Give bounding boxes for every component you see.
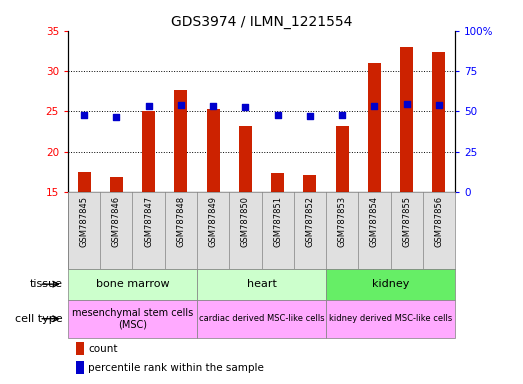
Point bbox=[144, 103, 153, 109]
Point bbox=[435, 102, 443, 108]
Bar bbox=[110, 177, 123, 192]
Text: GSM787847: GSM787847 bbox=[144, 196, 153, 247]
Text: GSM787854: GSM787854 bbox=[370, 196, 379, 247]
Text: cell type: cell type bbox=[15, 314, 63, 324]
Bar bbox=[239, 126, 252, 192]
Bar bbox=[400, 47, 413, 192]
Text: GSM787846: GSM787846 bbox=[112, 196, 121, 247]
Text: GSM787856: GSM787856 bbox=[435, 196, 444, 247]
Text: GSM787849: GSM787849 bbox=[209, 196, 218, 247]
Bar bbox=[303, 175, 316, 192]
Bar bbox=[68, 300, 197, 338]
Text: GSM787855: GSM787855 bbox=[402, 196, 411, 247]
Bar bbox=[207, 109, 220, 192]
Bar bbox=[76, 342, 84, 355]
Text: heart: heart bbox=[246, 279, 277, 289]
Bar bbox=[271, 174, 284, 192]
Text: count: count bbox=[88, 344, 118, 354]
Text: GSM787850: GSM787850 bbox=[241, 196, 250, 247]
Point bbox=[177, 102, 185, 108]
Bar bbox=[197, 300, 326, 338]
Bar bbox=[78, 172, 90, 192]
Bar bbox=[175, 89, 187, 192]
Point bbox=[338, 112, 346, 118]
Text: tissue: tissue bbox=[30, 279, 63, 289]
Point bbox=[305, 113, 314, 119]
Bar bbox=[142, 111, 155, 192]
Point bbox=[274, 112, 282, 118]
Text: GSM787848: GSM787848 bbox=[176, 196, 185, 247]
Text: GDS3974 / ILMN_1221554: GDS3974 / ILMN_1221554 bbox=[171, 15, 352, 29]
Text: bone marrow: bone marrow bbox=[96, 279, 169, 289]
Bar bbox=[326, 269, 455, 300]
Text: cardiac derived MSC-like cells: cardiac derived MSC-like cells bbox=[199, 314, 324, 323]
Point bbox=[112, 114, 120, 120]
Text: GSM787851: GSM787851 bbox=[273, 196, 282, 247]
Text: kidney: kidney bbox=[372, 279, 409, 289]
Bar bbox=[68, 269, 197, 300]
Point bbox=[370, 103, 379, 109]
Point bbox=[241, 104, 249, 110]
Point bbox=[403, 101, 411, 107]
Bar bbox=[197, 269, 326, 300]
Text: GSM787852: GSM787852 bbox=[305, 196, 314, 247]
Text: percentile rank within the sample: percentile rank within the sample bbox=[88, 363, 264, 373]
Text: GSM787845: GSM787845 bbox=[79, 196, 88, 247]
Bar bbox=[326, 300, 455, 338]
Bar bbox=[433, 53, 445, 192]
Text: GSM787853: GSM787853 bbox=[338, 196, 347, 247]
Point bbox=[80, 112, 88, 118]
Text: kidney derived MSC-like cells: kidney derived MSC-like cells bbox=[329, 314, 452, 323]
Bar bbox=[368, 63, 381, 192]
Bar bbox=[76, 361, 84, 374]
Bar bbox=[336, 126, 348, 192]
Text: mesenchymal stem cells
(MSC): mesenchymal stem cells (MSC) bbox=[72, 308, 193, 329]
Point bbox=[209, 103, 218, 109]
